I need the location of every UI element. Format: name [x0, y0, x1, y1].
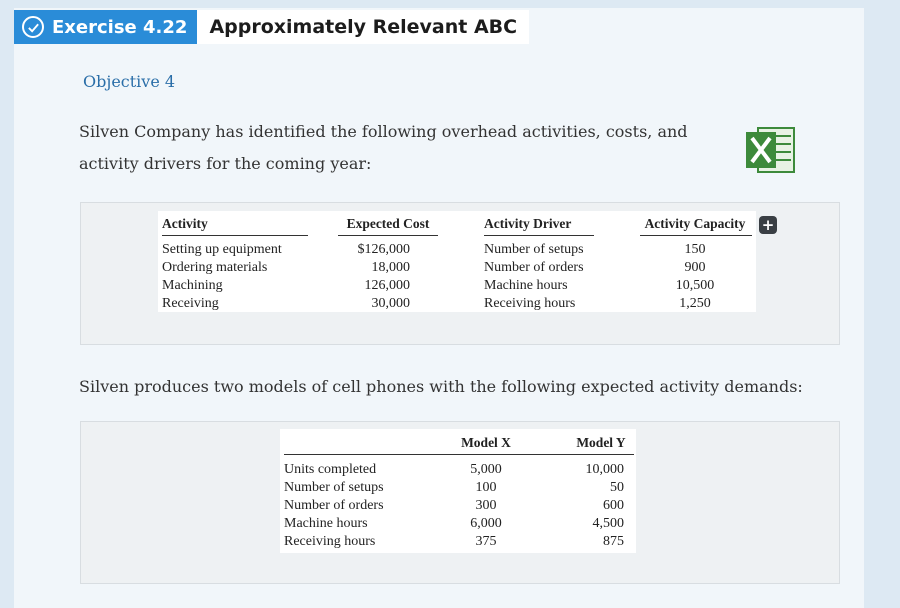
table-cell: Ordering materials	[162, 260, 268, 275]
table-cell: 875	[603, 534, 624, 549]
table-cell: 126,000	[364, 278, 411, 293]
table-cell: Units completed	[284, 462, 377, 477]
table-cell: Receiving hours	[484, 296, 576, 311]
table-cell: Machining	[162, 278, 223, 293]
demands-paragraph: Silven produces two models of cell phone…	[79, 377, 803, 396]
table1-header-activity: Activity	[162, 216, 208, 231]
table-cell: Number of setups	[284, 480, 384, 495]
check-circle-icon	[22, 16, 44, 38]
table-cell: $126,000	[357, 242, 411, 257]
expand-plus-icon[interactable]: +	[759, 216, 777, 234]
table-cell: Number of orders	[484, 260, 584, 275]
exercise-label: Exercise 4.22	[52, 16, 188, 38]
table-cell: 300	[475, 498, 497, 513]
table-cell: Receiving	[162, 296, 219, 311]
table-cell: 4,500	[592, 516, 625, 531]
exercise-header: Exercise 4.22 Approximately Relevant ABC	[14, 10, 530, 44]
table-cell: 100	[475, 480, 497, 495]
table-cell: Setting up equipment	[162, 242, 282, 257]
table-cell: 600	[603, 498, 624, 513]
table1-header-driver: Activity Driver	[484, 216, 572, 231]
table1-header-cost: Expected Cost	[346, 216, 430, 231]
intro-paragraph: Silven Company has identified the follow…	[79, 122, 688, 173]
table-cell: 6,000	[470, 516, 502, 531]
table-cell: Machine hours	[484, 278, 568, 293]
table-cell: 10,000	[585, 462, 625, 477]
activity-table: Activity Expected Cost Activity Driver A…	[158, 211, 756, 312]
table-cell: 18,000	[371, 260, 411, 275]
objective-label[interactable]: Objective 4	[83, 72, 176, 91]
excel-icon[interactable]	[744, 126, 796, 174]
table-cell: 5,000	[470, 462, 502, 477]
table2-header-model-x: Model X	[461, 435, 511, 450]
table-cell: 1,250	[679, 296, 711, 311]
exercise-badge[interactable]: Exercise 4.22	[14, 10, 198, 44]
table-cell: 900	[684, 260, 706, 275]
table2-header-model-y: Model Y	[576, 435, 626, 450]
table-cell: Machine hours	[284, 516, 368, 531]
table-cell: 150	[684, 242, 706, 257]
table-cell: 10,500	[675, 278, 715, 293]
demands-table: Model X Model Y Units completed 5,000 10…	[280, 429, 636, 553]
table-cell: 30,000	[371, 296, 411, 311]
table-cell: Receiving hours	[284, 534, 376, 549]
table-cell: 375	[475, 534, 497, 549]
table1-header-capacity: Activity Capacity	[644, 216, 746, 231]
exercise-title: Approximately Relevant ABC	[197, 10, 530, 44]
table-cell: 50	[610, 480, 624, 495]
table-cell: Number of orders	[284, 498, 384, 513]
table-cell: Number of setups	[484, 242, 584, 257]
